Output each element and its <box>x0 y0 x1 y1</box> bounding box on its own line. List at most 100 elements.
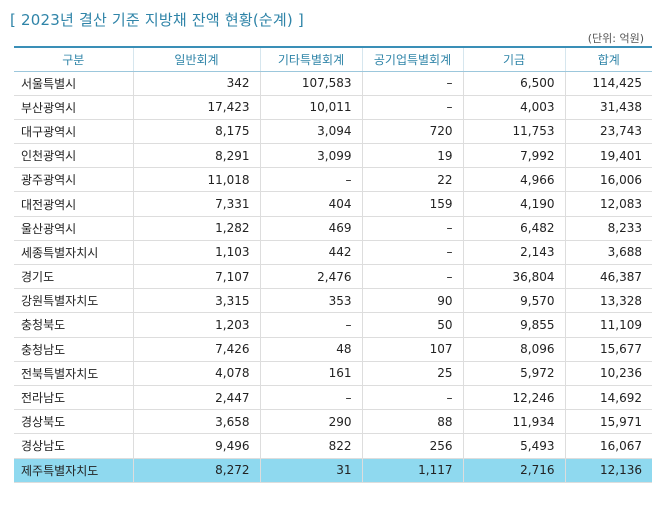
cell-public-enterprise-account: – <box>361 71 463 96</box>
cell-public-enterprise-account: 1,117 <box>361 458 463 483</box>
cell-region: 경기도 <box>14 264 133 290</box>
cell-region: 충청북도 <box>14 312 133 338</box>
cell-general-account: 4,078 <box>132 361 260 386</box>
table-row: 제주특별자치도 8,272 31 1,117 2,716 12,136 <box>14 458 652 483</box>
cell-total: 46,387 <box>564 264 652 290</box>
cell-total: 13,328 <box>564 288 652 314</box>
table-row: 경상남도 9,496 822 256 5,493 16,067 <box>14 433 652 459</box>
cell-fund: 2,143 <box>462 240 565 266</box>
unit-note: (단위: 억원) <box>587 32 644 45</box>
cell-general-account: 7,331 <box>132 191 260 217</box>
cell-region: 전라남도 <box>14 385 133 411</box>
cell-general-account: 9,496 <box>132 433 260 459</box>
cell-total: 16,006 <box>564 167 652 193</box>
table-row: 경기도 7,107 2,476–36,804 46,387 <box>14 264 652 290</box>
cell-total: 8,233 <box>564 216 652 241</box>
table-row: 강원특별자치도 3,315 353 90 9,570 13,328 <box>14 288 652 314</box>
cell-public-enterprise-account: 256 <box>361 433 463 459</box>
cell-other-special-account: 353 <box>259 288 362 314</box>
cell-other-special-account: 442 <box>259 240 362 266</box>
cell-total: 15,971 <box>564 409 652 435</box>
header-row: 구분 일반회계 기타특별회계 공기업특별회계 기금 합계 <box>14 46 652 72</box>
cell-other-special-account: – <box>259 385 362 411</box>
cell-public-enterprise-account: 90 <box>361 288 463 314</box>
header-region: 구분 <box>14 46 133 72</box>
cell-other-special-account: 404 <box>259 191 362 217</box>
cell-fund: 7,992 <box>462 143 565 169</box>
cell-other-special-account: 10,011 <box>259 95 362 120</box>
table-row: 부산광역시 17,423 10,011–4,003 31,438 <box>14 95 652 120</box>
table-row: 경상북도 3,658 290 88 11,934 15,971 <box>14 409 652 435</box>
cell-public-enterprise-account: 720 <box>361 119 463 145</box>
cell-public-enterprise-account: – <box>361 264 463 290</box>
cell-other-special-account: 107,583 <box>259 71 362 96</box>
table-row: 대전광역시 7,331 404 159 4,190 12,083 <box>14 191 652 217</box>
cell-region: 부산광역시 <box>14 95 133 120</box>
cell-other-special-account: – <box>259 312 362 338</box>
table-row: 울산광역시 1,282 469–6,482 8,233 <box>14 216 652 241</box>
table-row: 서울특별시 342 107,583–6,500 114,425 <box>14 71 652 96</box>
table-row: 광주광역시 11,018–22 4,966 16,006 <box>14 167 652 193</box>
cell-total: 12,136 <box>564 458 652 483</box>
cell-fund: 4,190 <box>462 191 565 217</box>
cell-region: 경상남도 <box>14 433 133 459</box>
header-fund: 기금 <box>462 46 565 72</box>
table-row: 대구광역시 8,175 3,094 720 11,753 23,743 <box>14 119 652 145</box>
cell-other-special-account: – <box>259 167 362 193</box>
cell-total: 31,438 <box>564 95 652 120</box>
cell-general-account: 7,426 <box>132 337 260 362</box>
cell-total: 15,677 <box>564 337 652 362</box>
cell-fund: 4,966 <box>462 167 565 193</box>
cell-public-enterprise-account: 107 <box>361 337 463 362</box>
cell-public-enterprise-account: – <box>361 385 463 411</box>
cell-general-account: 1,282 <box>132 216 260 241</box>
cell-public-enterprise-account: – <box>361 240 463 266</box>
cell-other-special-account: 161 <box>259 361 362 386</box>
cell-fund: 5,493 <box>462 433 565 459</box>
cell-other-special-account: 48 <box>259 337 362 362</box>
cell-other-special-account: 2,476 <box>259 264 362 290</box>
cell-fund: 11,934 <box>462 409 565 435</box>
cell-region: 대전광역시 <box>14 191 133 217</box>
cell-region: 세종특별자치시 <box>14 240 133 266</box>
cell-total: 19,401 <box>564 143 652 169</box>
cell-fund: 5,972 <box>462 361 565 386</box>
cell-total: 16,067 <box>564 433 652 459</box>
cell-other-special-account: 31 <box>259 458 362 483</box>
header-total: 합계 <box>564 46 652 72</box>
cell-region: 제주특별자치도 <box>14 458 133 483</box>
cell-total: 14,692 <box>564 385 652 411</box>
cell-general-account: 8,291 <box>132 143 260 169</box>
cell-other-special-account: 3,094 <box>259 119 362 145</box>
cell-general-account: 8,175 <box>132 119 260 145</box>
cell-general-account: 342 <box>132 71 260 96</box>
cell-general-account: 1,203 <box>132 312 260 338</box>
table-row: 세종특별자치시 1,103 442–2,143 3,688 <box>14 240 652 266</box>
header-public-enterprise-account: 공기업특별회계 <box>361 46 463 72</box>
cell-general-account: 1,103 <box>132 240 260 266</box>
cell-total: 23,743 <box>564 119 652 145</box>
cell-public-enterprise-account: 25 <box>361 361 463 386</box>
cell-general-account: 3,315 <box>132 288 260 314</box>
cell-fund: 11,753 <box>462 119 565 145</box>
cell-other-special-account: 822 <box>259 433 362 459</box>
cell-public-enterprise-account: 22 <box>361 167 463 193</box>
cell-region: 경상북도 <box>14 409 133 435</box>
cell-total: 11,109 <box>564 312 652 338</box>
cell-fund: 12,246 <box>462 385 565 411</box>
cell-general-account: 7,107 <box>132 264 260 290</box>
cell-fund: 8,096 <box>462 337 565 362</box>
cell-total: 10,236 <box>564 361 652 386</box>
cell-general-account: 2,447 <box>132 385 260 411</box>
table-row: 충청북도 1,203–50 9,855 11,109 <box>14 312 652 338</box>
table-row: 충청남도 7,426 48 107 8,096 15,677 <box>14 337 652 362</box>
cell-public-enterprise-account: – <box>361 216 463 241</box>
table-row: 인천광역시 8,291 3,099 19 7,992 19,401 <box>14 143 652 169</box>
cell-other-special-account: 290 <box>259 409 362 435</box>
table-row: 전북특별자치도 4,078 161 25 5,972 10,236 <box>14 361 652 386</box>
cell-total: 3,688 <box>564 240 652 266</box>
cell-region: 충청남도 <box>14 337 133 362</box>
header-other-special-account: 기타특별회계 <box>259 46 362 72</box>
header-general-account: 일반회계 <box>132 46 260 72</box>
cell-public-enterprise-account: 159 <box>361 191 463 217</box>
